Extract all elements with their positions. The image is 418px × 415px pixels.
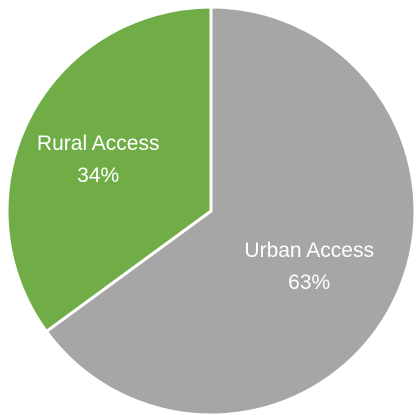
slice-value-label: 63% (288, 271, 330, 294)
slice-value-label: 34% (77, 164, 119, 187)
pie-slice-rural-access (5, 5, 213, 333)
pie-slice-urban-access (44, 5, 417, 415)
data-label-urban-access: Urban Access 63% (244, 239, 374, 294)
slice-category-label: Urban Access (244, 239, 374, 262)
data-label-rural-access: Rural Access 34% (37, 132, 160, 187)
slice-category-label: Rural Access (37, 132, 160, 155)
